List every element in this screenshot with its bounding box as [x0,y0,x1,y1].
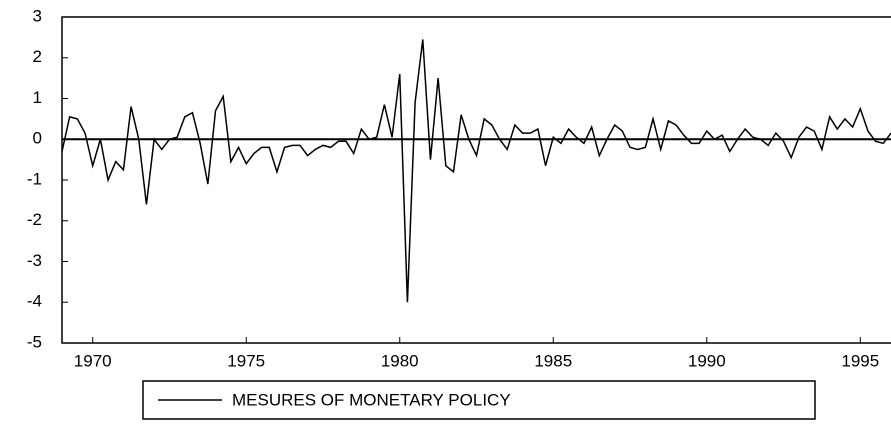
y-tick-label: 0 [33,129,42,148]
legend-box [142,380,816,420]
x-tick-label: 1995 [841,351,879,370]
y-tick-label: -5 [27,332,42,351]
x-tick-label: 1970 [74,351,112,370]
y-tick-label: 1 [33,88,42,107]
y-tick-label: 2 [33,47,42,66]
x-tick-label: 1990 [688,351,726,370]
y-tick-label: -4 [27,292,42,311]
series-line [61,39,891,303]
y-tick-label: -2 [27,210,42,229]
x-tick-label: 1985 [534,351,572,370]
y-tick-label: 3 [33,6,42,25]
x-tick-label: 1975 [227,351,265,370]
legend-label: MESURES OF MONETARY POLICY [232,390,511,409]
x-tick-label: 1980 [381,351,419,370]
plot-frame [61,16,891,344]
y-tick-label: -1 [27,169,42,188]
y-tick-label: -3 [27,251,42,270]
